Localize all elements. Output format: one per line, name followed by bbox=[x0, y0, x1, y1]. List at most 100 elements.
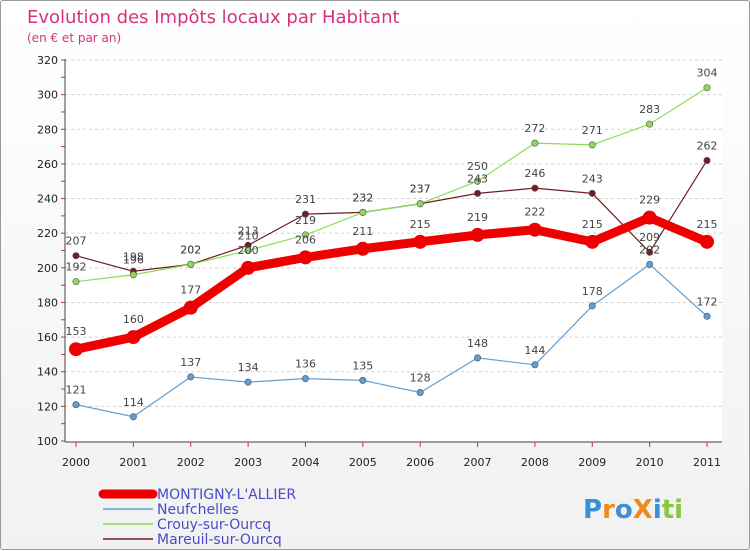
data-label: 206 bbox=[295, 233, 316, 246]
data-label: 210 bbox=[238, 230, 259, 243]
y-tick-label: 320 bbox=[37, 54, 58, 67]
axes: 100 120 140 160 180 200 220 240 260 280 300 320 2000… bbox=[37, 54, 722, 469]
data-point bbox=[126, 330, 141, 345]
y-tick-label: 180 bbox=[37, 296, 58, 309]
data-point bbox=[588, 141, 596, 149]
proxiti-logo: ProXiti bbox=[583, 495, 683, 525]
data-point bbox=[72, 252, 80, 260]
data-point bbox=[474, 177, 482, 185]
data-label: 237 bbox=[410, 183, 431, 196]
data-label: 134 bbox=[238, 361, 259, 374]
data-label: 209 bbox=[639, 231, 660, 244]
data-label: 200 bbox=[238, 244, 259, 257]
data-point bbox=[531, 184, 539, 192]
data-point bbox=[187, 373, 195, 381]
plot-area bbox=[65, 59, 722, 441]
legend-label: Mareuil-sur-Ourcq bbox=[157, 532, 282, 548]
data-point bbox=[359, 376, 367, 384]
data-label: 271 bbox=[582, 124, 603, 137]
y-tick-label: 220 bbox=[37, 227, 58, 240]
legend-label: Crouy-sur-Ourcq bbox=[157, 517, 271, 533]
data-point bbox=[244, 378, 252, 386]
data-point bbox=[241, 260, 256, 275]
data-point bbox=[470, 227, 485, 242]
data-label: 215 bbox=[697, 218, 718, 231]
x-tick-label: 2008 bbox=[521, 456, 549, 469]
x-tick-label: 2010 bbox=[636, 456, 664, 469]
data-point bbox=[416, 389, 424, 397]
data-point bbox=[129, 413, 137, 421]
data-point bbox=[72, 401, 80, 409]
series-montigny-l-allier bbox=[69, 210, 714, 357]
data-point bbox=[129, 271, 137, 279]
data-label: 262 bbox=[697, 139, 718, 152]
data-point bbox=[413, 234, 428, 249]
data-label: 232 bbox=[352, 191, 373, 204]
data-label: 144 bbox=[524, 344, 545, 357]
data-label: 202 bbox=[639, 243, 660, 256]
data-label: 160 bbox=[123, 313, 144, 326]
data-label: 128 bbox=[410, 372, 431, 385]
data-label: 198 bbox=[123, 250, 144, 263]
data-point bbox=[69, 342, 83, 357]
chart-title: Evolution des Impôts locaux par Habitant bbox=[27, 7, 400, 28]
series-layer: 153 160 177 200 206 211 215 219 222 215 229 215 121 1… bbox=[66, 67, 718, 421]
series-line bbox=[75, 263, 708, 418]
x-tick-label: 2009 bbox=[578, 456, 606, 469]
series-neufchelles bbox=[72, 260, 711, 421]
data-label: 215 bbox=[410, 218, 431, 231]
data-label: 219 bbox=[467, 211, 488, 224]
data-point bbox=[703, 312, 711, 320]
data-point bbox=[474, 189, 482, 197]
data-point bbox=[187, 260, 195, 268]
y-tick-label: 260 bbox=[37, 158, 58, 171]
x-tick-label: 2000 bbox=[62, 456, 90, 469]
data-label: 232 bbox=[352, 191, 373, 204]
data-label: 211 bbox=[352, 225, 373, 238]
x-tick-label: 2001 bbox=[119, 456, 147, 469]
data-point bbox=[474, 354, 482, 362]
data-label: 153 bbox=[66, 325, 87, 338]
data-label: 229 bbox=[639, 194, 660, 207]
data-label: 202 bbox=[180, 243, 201, 256]
y-tick-label: 120 bbox=[37, 400, 58, 413]
data-label: 207 bbox=[66, 235, 87, 248]
data-label: 172 bbox=[697, 295, 718, 308]
data-point bbox=[588, 302, 596, 310]
series-line bbox=[71, 213, 712, 354]
data-point bbox=[359, 208, 367, 216]
data-point bbox=[700, 234, 714, 249]
legend-label: MONTIGNY-L'ALLIER bbox=[157, 487, 296, 503]
data-point bbox=[355, 241, 370, 256]
data-label: 272 bbox=[524, 122, 545, 135]
y-tick-label: 100 bbox=[37, 435, 58, 448]
x-tick-label: 2011 bbox=[693, 456, 721, 469]
y-tick-label: 160 bbox=[37, 331, 58, 344]
data-label: 219 bbox=[295, 214, 316, 227]
data-point bbox=[588, 189, 596, 197]
data-point bbox=[646, 248, 654, 256]
grid bbox=[65, 59, 722, 407]
y-tick-label: 280 bbox=[37, 123, 58, 136]
data-label: 121 bbox=[66, 384, 87, 397]
logo-text: ProXiti bbox=[583, 495, 683, 525]
data-point bbox=[301, 375, 309, 383]
data-point bbox=[531, 361, 539, 369]
y-tick-label: 140 bbox=[37, 366, 58, 379]
data-label: 196 bbox=[123, 254, 144, 267]
chart-subtitle: (en € et par an) bbox=[27, 31, 121, 45]
data-point bbox=[244, 247, 252, 255]
data-point bbox=[531, 139, 539, 147]
data-label: 135 bbox=[352, 359, 373, 372]
data-point bbox=[646, 260, 654, 268]
data-label: 243 bbox=[467, 172, 488, 185]
legend-label: Neufchelles bbox=[157, 502, 239, 518]
data-label: 283 bbox=[639, 103, 660, 116]
legend: MONTIGNY-L'ALLIERNeufchellesCrouy-sur-Ou… bbox=[98, 487, 296, 548]
x-tick-label: 2002 bbox=[177, 456, 205, 469]
x-tick-label: 2003 bbox=[234, 456, 262, 469]
data-point bbox=[72, 278, 80, 286]
data-point bbox=[642, 210, 657, 225]
data-label: 304 bbox=[697, 67, 718, 80]
